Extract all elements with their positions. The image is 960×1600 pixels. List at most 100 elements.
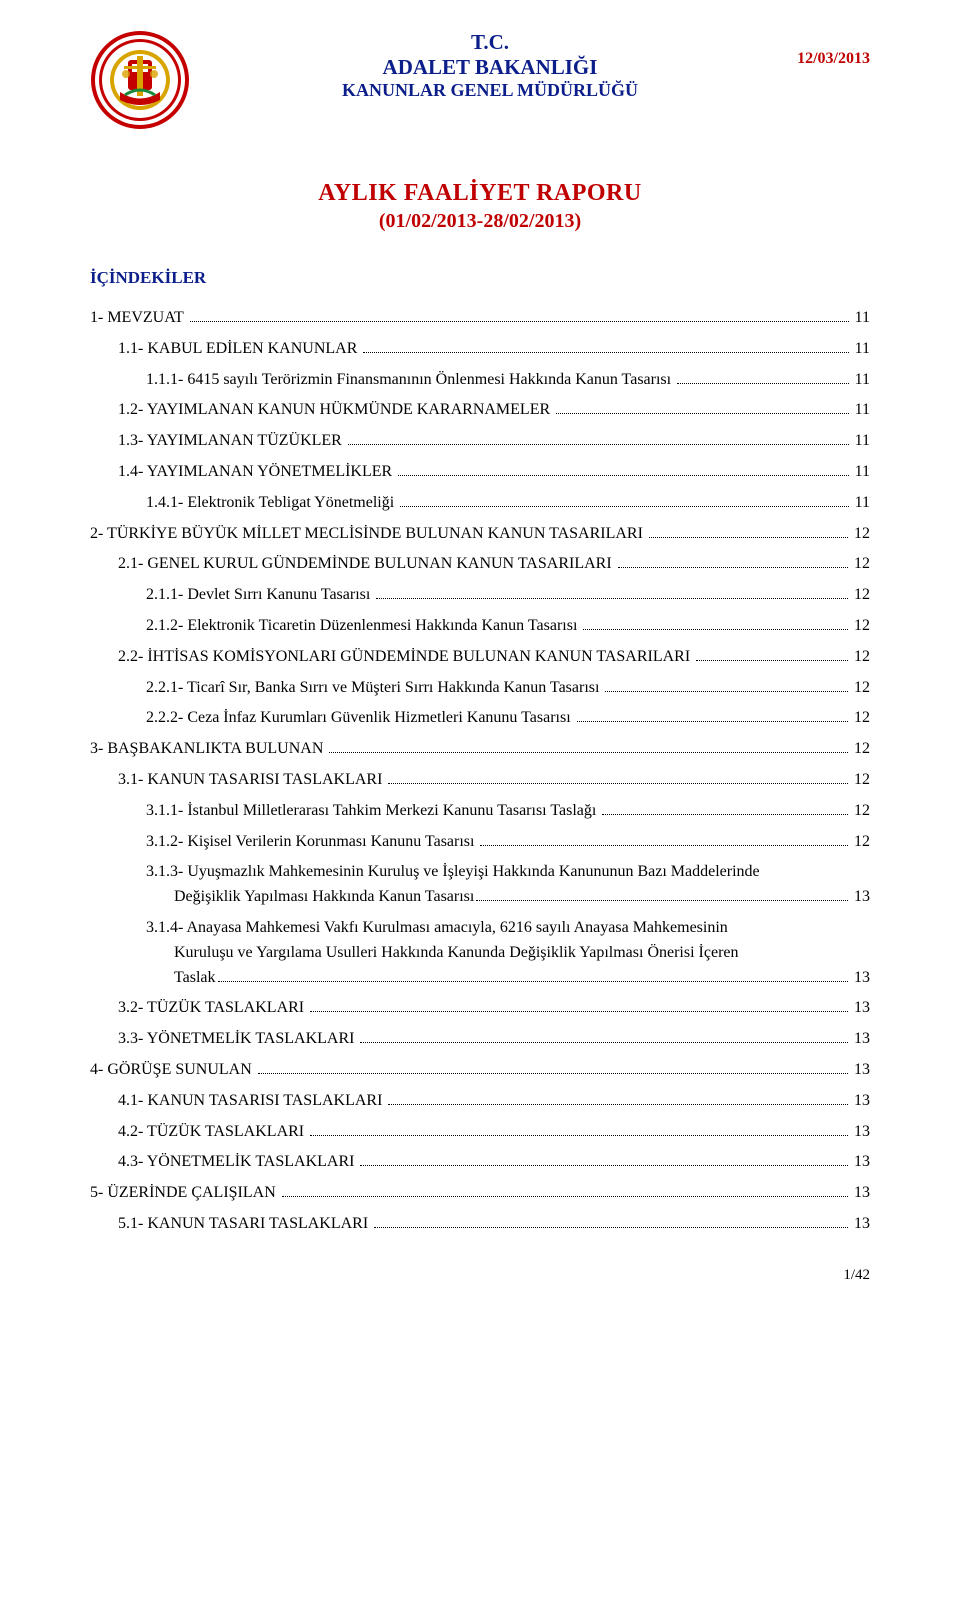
toc-leader-dots xyxy=(556,413,848,414)
document-header: T.C. ADALET BAKANLIĞI KANUNLAR GENEL MÜD… xyxy=(90,30,870,130)
toc-leader-dots xyxy=(577,721,848,722)
toc-entry: 3- BAŞBAKANLIKTA BULUNAN 12 xyxy=(90,737,870,762)
toc-leader-dots xyxy=(329,752,848,753)
toc-entry-page: 11 xyxy=(851,398,870,423)
toc-entry-text: Değişiklik Yapılması Hakkında Kanun Tasa… xyxy=(174,885,474,910)
toc-leader-dots xyxy=(376,598,848,599)
toc-leader-dots xyxy=(363,352,848,353)
toc-entry-text: 4.1- KANUN TASARISI TASLAKLARI xyxy=(118,1089,386,1114)
toc-leader-dots xyxy=(696,660,848,661)
toc-leader-dots xyxy=(400,506,848,507)
toc-leader-dots xyxy=(388,1104,848,1105)
toc-entry-text: 3.1.4- Anayasa Mahkemesi Vakfı Kurulması… xyxy=(146,916,870,941)
toc-leader-dots xyxy=(677,383,849,384)
toc-entry: 5.1- KANUN TASARI TASLAKLARI13 xyxy=(118,1212,870,1237)
toc-entry-text: 3.1.3- Uyuşmazlık Mahkemesinin Kuruluş v… xyxy=(146,860,870,885)
document-page: T.C. ADALET BAKANLIĞI KANUNLAR GENEL MÜD… xyxy=(0,0,960,1304)
toc-entry-text: 2.2.2- Ceza İnfaz Kurumları Güvenlik Hiz… xyxy=(146,706,575,731)
toc-entry-text: 1- MEVZUAT xyxy=(90,306,188,331)
date-range: (01/02/2013-28/02/2013) xyxy=(90,210,870,233)
toc-entry: 1.4.1- Elektronik Tebligat Yönetmeliği11 xyxy=(146,491,870,516)
toc-entry-text: 3- BAŞBAKANLIKTA BULUNAN xyxy=(90,737,327,762)
toc-entry-text: 2.1- GENEL KURUL GÜNDEMİNDE BULUNAN KANU… xyxy=(118,552,616,577)
toc-leader-dots xyxy=(310,1011,848,1012)
toc-entry-text: 1.1.1- 6415 sayılı Terörizmin Finansmanı… xyxy=(146,368,675,393)
document-date: 12/03/2013 xyxy=(780,30,870,68)
toc-entry: 2.1- GENEL KURUL GÜNDEMİNDE BULUNAN KANU… xyxy=(118,552,870,577)
toc-entry-page: 13 xyxy=(850,1089,870,1114)
toc-entry-text: 2.2.1- Ticarî Sır, Banka Sırrı ve Müşter… xyxy=(146,676,603,701)
toc-entry: 3.3- YÖNETMELİK TASLAKLARI 13 xyxy=(118,1027,870,1052)
toc-entry: 1.3- YAYIMLANAN TÜZÜKLER 11 xyxy=(118,429,870,454)
toc-leader-dots xyxy=(605,691,848,692)
main-title: AYLIK FAALİYET RAPORU xyxy=(90,180,870,207)
toc-entry: 1.1- KABUL EDİLEN KANUNLAR 11 xyxy=(118,337,870,362)
toc-entry: 3.1- KANUN TASARISI TASLAKLARI 12 xyxy=(118,768,870,793)
toc-leader-dots xyxy=(602,814,848,815)
toc-entry-text: 3.2- TÜZÜK TASLAKLARI xyxy=(118,996,308,1021)
title-block: AYLIK FAALİYET RAPORU (01/02/2013-28/02/… xyxy=(90,180,870,233)
toc-entry-page: 13 xyxy=(850,1120,870,1145)
header-line-2: ADALET BAKANLIĞI xyxy=(200,55,780,80)
toc-entry-text: Taslak xyxy=(174,966,216,991)
toc-leader-dots xyxy=(190,321,849,322)
toc-entry-page: 12 xyxy=(850,830,870,855)
toc-entry: 1.1.1- 6415 sayılı Terörizmin Finansmanı… xyxy=(146,368,870,393)
toc-entry: 4.3- YÖNETMELİK TASLAKLARI13 xyxy=(118,1150,870,1175)
toc-entry-page: 12 xyxy=(850,645,870,670)
toc-entry-text: 3.1.2- Kişisel Verilerin Korunması Kanun… xyxy=(146,830,478,855)
toc-entry-page: 11 xyxy=(851,491,870,516)
toc-leader-dots xyxy=(348,444,849,445)
toc-entry-page: 13 xyxy=(850,885,870,910)
toc-entry-page: 11 xyxy=(851,429,870,454)
toc-entry-multiline: 3.1.3- Uyuşmazlık Mahkemesinin Kuruluş v… xyxy=(146,860,870,910)
toc-entry: 2.2.2- Ceza İnfaz Kurumları Güvenlik Hiz… xyxy=(146,706,870,731)
toc-leader-dots xyxy=(649,537,848,538)
toc-entry-text: 1.2- YAYIMLANAN KANUN HÜKMÜNDE KARARNAME… xyxy=(118,398,554,423)
toc-entry-text: 5- ÜZERİNDE ÇALIŞILAN xyxy=(90,1181,280,1206)
toc-leader-dots xyxy=(398,475,848,476)
toc-entry: 2.2.1- Ticarî Sır, Banka Sırrı ve Müşter… xyxy=(146,676,870,701)
toc-entry: 2.1.1- Devlet Sırrı Kanunu Tasarısı12 xyxy=(146,583,870,608)
toc-entry-page: 13 xyxy=(850,1181,870,1206)
toc-heading: İÇİNDEKİLER xyxy=(90,268,870,288)
header-line-1: T.C. xyxy=(200,30,780,55)
toc-entry-text: 3.1- KANUN TASARISI TASLAKLARI xyxy=(118,768,386,793)
toc-entry-page: 12 xyxy=(850,799,870,824)
toc-leader-dots xyxy=(360,1165,848,1166)
toc-entry-page: 13 xyxy=(850,996,870,1021)
toc-entry-text: 4.3- YÖNETMELİK TASLAKLARI xyxy=(118,1150,358,1175)
toc-entry-page: 12 xyxy=(850,676,870,701)
toc-leader-dots xyxy=(583,629,848,630)
ministry-logo xyxy=(90,30,190,130)
toc-entry: 4- GÖRÜŞE SUNULAN13 xyxy=(90,1058,870,1083)
toc-entry-text: 1.3- YAYIMLANAN TÜZÜKLER xyxy=(118,429,346,454)
toc-leader-dots xyxy=(258,1073,848,1074)
toc-entry-multiline: 3.1.4- Anayasa Mahkemesi Vakfı Kurulması… xyxy=(146,916,870,990)
toc-entry-page: 13 xyxy=(850,1027,870,1052)
toc-entry-page: 13 xyxy=(850,1058,870,1083)
toc-entry-text: 1.1- KABUL EDİLEN KANUNLAR xyxy=(118,337,361,362)
toc-entry-page: 11 xyxy=(851,337,870,362)
toc-entry: 1.2- YAYIMLANAN KANUN HÜKMÜNDE KARARNAME… xyxy=(118,398,870,423)
toc-entry-page: 12 xyxy=(850,768,870,793)
toc-entry-text: 1.4- YAYIMLANAN YÖNETMELİKLER xyxy=(118,460,396,485)
toc-entry: 2.2- İHTİSAS KOMİSYONLARI GÜNDEMİNDE BUL… xyxy=(118,645,870,670)
toc-entry: 1- MEVZUAT11 xyxy=(90,306,870,331)
toc-entry-text: 2.2- İHTİSAS KOMİSYONLARI GÜNDEMİNDE BUL… xyxy=(118,645,694,670)
toc-entry-text: 3.3- YÖNETMELİK TASLAKLARI xyxy=(118,1027,358,1052)
header-titles: T.C. ADALET BAKANLIĞI KANUNLAR GENEL MÜD… xyxy=(200,30,780,101)
toc-leader-dots xyxy=(360,1042,848,1043)
toc-leader-dots xyxy=(618,567,848,568)
toc-entry: 4.2- TÜZÜK TASLAKLARI13 xyxy=(118,1120,870,1145)
toc-leader-dots xyxy=(388,783,848,784)
table-of-contents: 1- MEVZUAT111.1- KABUL EDİLEN KANUNLAR11… xyxy=(90,306,870,1237)
toc-entry-page: 12 xyxy=(850,583,870,608)
toc-entry-page: 12 xyxy=(850,737,870,762)
toc-leader-dots xyxy=(374,1227,848,1228)
toc-entry: 2.1.2- Elektronik Ticaretin Düzenlenmesi… xyxy=(146,614,870,639)
toc-entry-page: 13 xyxy=(850,966,870,991)
toc-entry-text: 2- TÜRKİYE BÜYÜK MİLLET MECLİSİNDE BULUN… xyxy=(90,522,647,547)
toc-leader-dots xyxy=(310,1135,848,1136)
toc-entry-text: Kuruluşu ve Yargılama Usulleri Hakkında … xyxy=(174,941,870,966)
